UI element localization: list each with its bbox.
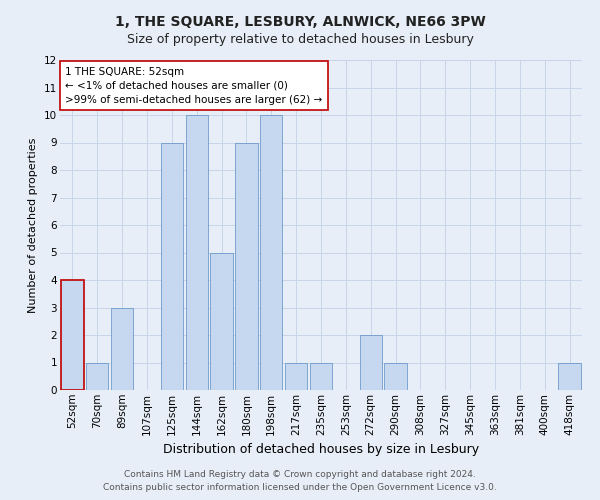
Bar [385, 362, 407, 390]
Bar [285, 362, 307, 390]
Bar [161, 142, 183, 390]
Bar [86, 362, 109, 390]
Bar [211, 252, 233, 390]
X-axis label: Distribution of detached houses by size in Lesbury: Distribution of detached houses by size … [163, 443, 479, 456]
Text: Contains HM Land Registry data © Crown copyright and database right 2024.
Contai: Contains HM Land Registry data © Crown c… [103, 470, 497, 492]
Text: Size of property relative to detached houses in Lesbury: Size of property relative to detached ho… [127, 32, 473, 46]
Bar [260, 115, 283, 390]
Y-axis label: Number of detached properties: Number of detached properties [28, 138, 38, 312]
Text: 1, THE SQUARE, LESBURY, ALNWICK, NE66 3PW: 1, THE SQUARE, LESBURY, ALNWICK, NE66 3P… [115, 15, 485, 29]
Bar [235, 142, 257, 390]
Bar [111, 308, 133, 390]
Bar [359, 335, 382, 390]
Bar [559, 362, 581, 390]
Bar [310, 362, 332, 390]
Bar [185, 115, 208, 390]
Bar [61, 280, 83, 390]
Text: 1 THE SQUARE: 52sqm
← <1% of detached houses are smaller (0)
>99% of semi-detach: 1 THE SQUARE: 52sqm ← <1% of detached ho… [65, 66, 322, 104]
